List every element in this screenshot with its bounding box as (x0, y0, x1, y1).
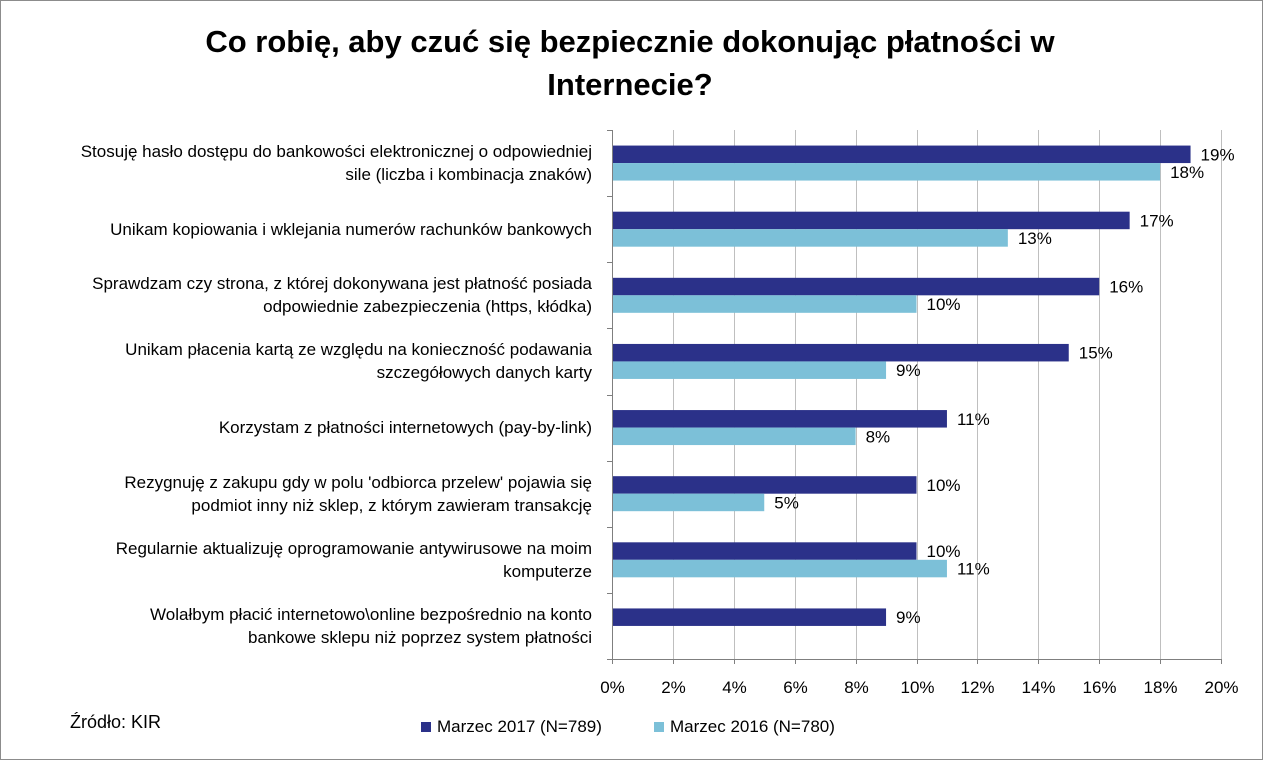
x-tick-label: 18% (1143, 678, 1177, 697)
bar-2016 (613, 229, 1008, 247)
data-label: 10% (927, 295, 961, 314)
bar-2017 (613, 542, 917, 560)
legend-item: Marzec 2017 (N=789) (421, 716, 602, 738)
x-tick-label: 14% (1021, 678, 1055, 697)
chart-title: Co robię, aby czuć się bezpiecznie dokon… (205, 24, 1055, 102)
data-label: 19% (1201, 145, 1235, 164)
legend-item: Marzec 2016 (N=780) (654, 716, 835, 738)
source-note: Źródło: KIR (70, 712, 162, 732)
bar-2016 (613, 493, 765, 512)
category-label: Wolałbym płacić internetowo\online bezpo… (150, 604, 592, 647)
data-label: 10% (927, 476, 961, 495)
data-label: 17% (1140, 211, 1174, 230)
bar-2017 (613, 211, 1130, 230)
category-label: Rezygnuję z zakupu gdy w polu 'odbiorca … (124, 472, 592, 515)
x-tick-label: 20% (1204, 678, 1238, 697)
x-tick-label: 4% (722, 678, 747, 697)
data-label: 18% (1170, 163, 1204, 182)
bar-2017 (613, 277, 1100, 296)
data-label: 15% (1079, 344, 1113, 363)
legend-swatch (421, 722, 431, 732)
category-label: Regularnie aktualizuję oprogramowanie an… (115, 538, 592, 581)
bar-2017 (613, 343, 1069, 362)
x-tick-label: 0% (600, 678, 625, 697)
bar-2017 (613, 145, 1191, 164)
x-tick-label: 16% (1082, 678, 1116, 697)
x-tick-label: 6% (783, 678, 808, 697)
x-tick-label: 8% (844, 678, 869, 697)
bar-2017 (613, 410, 947, 428)
data-label: 16% (1109, 278, 1143, 297)
category-label: Stosuję hasło dostępu do bankowości elek… (80, 142, 592, 185)
bar-2017 (613, 608, 887, 626)
data-label: 10% (927, 542, 961, 561)
data-label: 5% (774, 493, 799, 512)
bar-2017 (613, 476, 917, 494)
bar-2016 (613, 427, 856, 446)
legend-swatch (654, 722, 664, 732)
bar-2016 (613, 163, 1161, 181)
data-label: 11% (957, 560, 990, 579)
category-label: Sprawdzam czy strona, z której dokonywan… (92, 274, 592, 317)
data-label: 9% (896, 361, 921, 380)
legend-label: Marzec 2016 (N=780) (670, 717, 835, 736)
category-label: Korzystam z płatności internetowych (pay… (218, 418, 592, 438)
data-label: 8% (866, 427, 891, 446)
data-label: 13% (1018, 229, 1052, 248)
bar-2016 (613, 559, 947, 578)
data-label: 9% (896, 608, 921, 627)
legend-label: Marzec 2017 (N=789) (437, 717, 602, 736)
category-label: Unikam płacenia kartą ze względu na koni… (125, 340, 592, 383)
category-label: Unikam kopiowania i wklejania numerów ra… (110, 219, 592, 239)
x-tick-label: 10% (900, 678, 934, 697)
x-tick-label: 12% (960, 678, 994, 697)
data-label: 11% (957, 410, 990, 429)
bar-2016 (613, 295, 917, 313)
bar-2016 (613, 361, 887, 379)
x-tick-label: 2% (661, 678, 686, 697)
